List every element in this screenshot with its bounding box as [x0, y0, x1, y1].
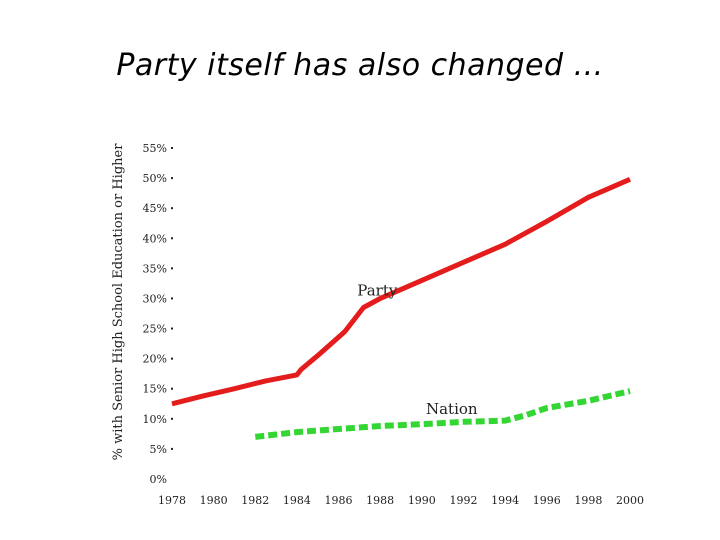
y-axis-label: % with Senior High School Education or H… [111, 143, 126, 461]
x-tick-label: 1982 [241, 494, 269, 507]
series-labels: Party Nation [357, 281, 478, 418]
x-tick-label: 1984 [283, 494, 311, 507]
x-tick-label: 1998 [574, 494, 602, 507]
y-tick-label: 55% [143, 142, 167, 155]
y-tick-mark [171, 357, 173, 360]
x-tick-label: 1990 [408, 494, 436, 507]
x-tick-label: 1994 [491, 494, 519, 507]
y-axis-ticks: 0% 5% 10% 15% 20% 25% 30% 35% 40% 45% 50% 55% [143, 142, 173, 486]
y-tick-label: 30% [143, 292, 167, 305]
slide-title: Party itself has also changed ... [116, 48, 604, 83]
y-tick-label: 0% [150, 473, 167, 486]
y-tick-mark [171, 387, 173, 390]
y-tick-label: 5% [150, 443, 167, 456]
y-tick-mark [171, 417, 173, 420]
y-tick-mark [171, 237, 173, 240]
series-line-nation [254, 388, 631, 440]
y-tick-mark [171, 327, 173, 330]
y-tick-label: 50% [143, 172, 167, 185]
y-tick-label: 40% [143, 232, 167, 245]
x-tick-label: 1992 [449, 494, 477, 507]
line-chart: % with Senior High School Education or H… [104, 136, 656, 510]
y-tick-label: 25% [143, 323, 167, 336]
y-tick-mark [171, 177, 173, 180]
series-layer [171, 177, 631, 440]
y-tick-label: 20% [143, 353, 167, 366]
x-tick-label: 1980 [200, 494, 228, 507]
y-tick-mark [171, 147, 173, 149]
series-line-party [171, 177, 631, 407]
y-tick-mark [171, 267, 173, 270]
x-tick-label: 1988 [366, 494, 394, 507]
x-tick-label: 1996 [533, 494, 561, 507]
x-tick-label: 1986 [325, 494, 353, 507]
series-label-party: Party [357, 281, 398, 299]
x-axis-ticks: 1978 1980 1982 1984 1986 1988 1990 1992 1994 1996… [158, 494, 644, 507]
y-tick-label: 15% [143, 383, 167, 396]
series-label-nation: Nation [426, 400, 478, 418]
y-tick-mark [171, 297, 173, 300]
y-tick-label: 45% [143, 202, 167, 215]
x-tick-label: 2000 [616, 494, 644, 507]
y-tick-mark [171, 447, 173, 450]
y-tick-label: 35% [143, 262, 167, 275]
chart-plot-background [104, 136, 656, 510]
x-tick-label: 1978 [158, 494, 186, 507]
y-tick-mark [171, 207, 173, 210]
y-tick-label: 10% [143, 413, 167, 426]
